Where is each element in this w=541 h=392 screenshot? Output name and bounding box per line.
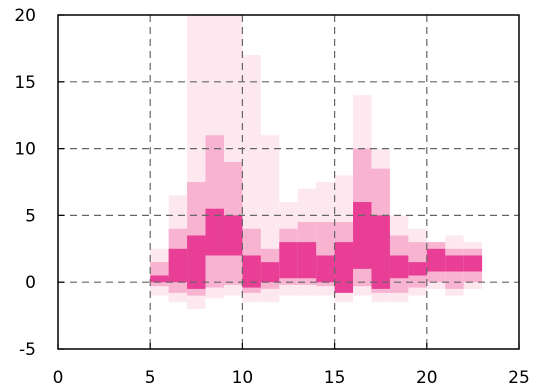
band-inner-segment (223, 215, 243, 256)
y-tick-label: 10 (14, 140, 36, 160)
y-axis: -5 0 5 10 15 20 (14, 6, 64, 360)
band-inner-segment (408, 262, 427, 276)
x-tick-label: 5 (145, 368, 156, 388)
band-inner-segment (242, 255, 261, 288)
x-tick-label: 20 (416, 368, 438, 388)
x-tick-label: 15 (324, 368, 346, 388)
band-inner-segment (445, 255, 464, 272)
band-inner-segment (389, 255, 409, 279)
band-inner-segment (260, 262, 280, 283)
band-inner-segment (463, 255, 483, 272)
y-tick-label: 20 (14, 6, 36, 26)
x-tick-label: 0 (53, 368, 64, 388)
x-axis: 0 5 10 15 20 25 (53, 343, 530, 388)
band-inner-segment (371, 215, 390, 289)
band-inner-segment (334, 242, 354, 293)
band-inner (150, 202, 483, 293)
y-tick-label: 15 (14, 73, 36, 93)
y-tick-label: -5 (19, 340, 36, 360)
band-inner-segment (297, 242, 317, 279)
y-tick-label: 0 (25, 273, 36, 293)
band-inner-segment (316, 255, 335, 283)
band-inner-segment (426, 248, 446, 272)
band-inner-segment (168, 248, 188, 283)
band-inner-segment (150, 275, 169, 283)
x-tick-label: 25 (508, 368, 530, 388)
band-inner-segment (353, 202, 372, 269)
y-tick-label: 5 (25, 206, 36, 226)
grid-lines (58, 15, 519, 349)
band-inner-segment (187, 235, 206, 289)
band-inner-segment (279, 242, 298, 279)
x-tick-label: 10 (232, 368, 254, 388)
band-inner-segment (205, 208, 224, 256)
plot-frame (57, 14, 520, 350)
plot-background (58, 15, 519, 349)
